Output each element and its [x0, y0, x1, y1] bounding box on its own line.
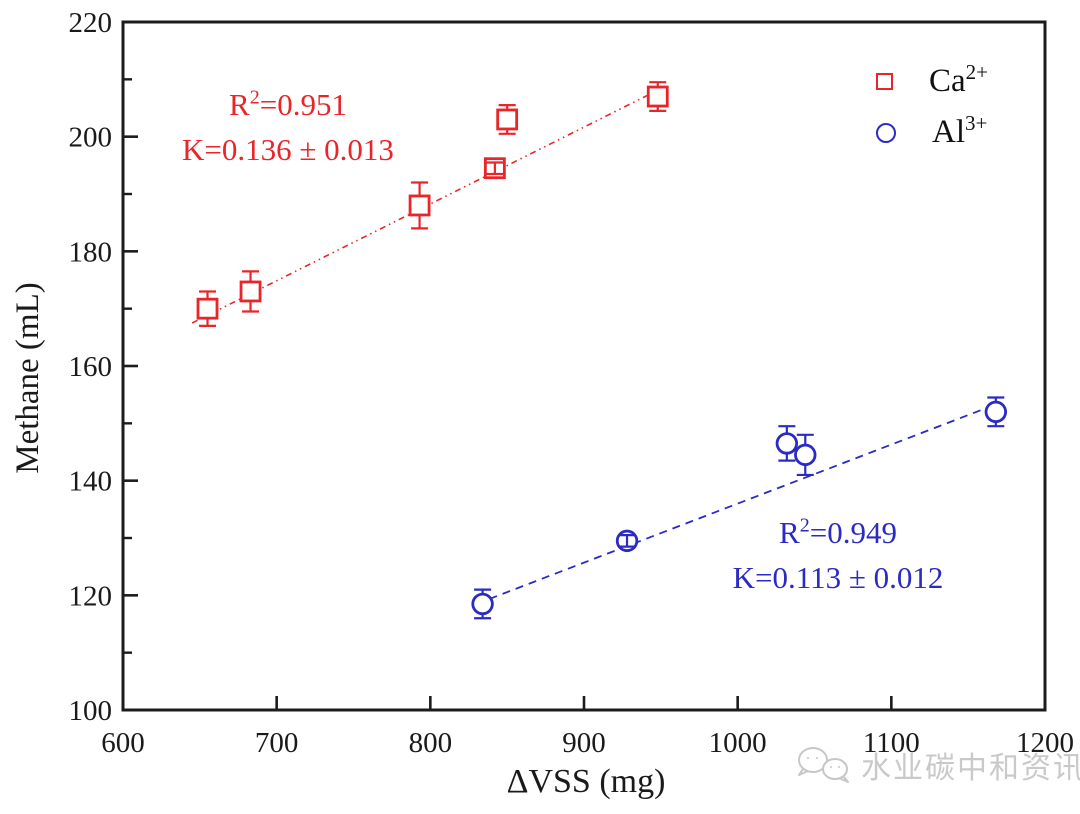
y-tick-label: 220 [69, 7, 113, 39]
x-tick-label: 1000 [709, 727, 767, 759]
annotation-al-r2: R2=0.949 [779, 514, 897, 550]
y-tick-label: 140 [69, 466, 113, 498]
watermark-text: 水业碳中和资讯 [861, 752, 1080, 785]
x-tick-label: 1100 [863, 727, 920, 759]
data-point-circle [775, 432, 799, 455]
wechat-logo-icon [798, 747, 849, 783]
y-tick-label: 100 [69, 695, 113, 727]
x-tick-label: 800 [409, 727, 453, 759]
annotation-al-k: K=0.113 ± 0.012 [732, 560, 944, 595]
fit-line-al3+ [476, 402, 1000, 605]
data-point-circle [794, 443, 817, 467]
data-point-square [239, 280, 262, 303]
data-point-square [408, 194, 431, 217]
x-axis-title: ΔVSS (mg) [506, 763, 666, 800]
annotation-ca-fit: R2=0.951 K=0.136 ± 0.013 [120, 82, 456, 172]
x-tick-label: 700 [255, 727, 299, 759]
legend-item-ca: Ca2+ [868, 58, 988, 105]
x-tick-label: 900 [562, 727, 606, 759]
x-tick-label: 600 [101, 727, 145, 759]
x-tick-label: 1200 [1016, 727, 1074, 759]
data-point-square [196, 297, 219, 320]
y-axis-title: Methane (mL) [10, 282, 46, 474]
y-tick-label: 200 [69, 122, 113, 154]
annotation-ca-r2: R2=0.951 [229, 86, 347, 122]
annotation-ca-k: K=0.136 ± 0.013 [182, 132, 394, 167]
y-tick-label: 120 [69, 580, 113, 612]
legend-label-ca: Ca2+ [929, 60, 989, 100]
data-point-square [496, 108, 519, 131]
circle-icon [876, 122, 896, 143]
watermark: 水业碳中和资讯 [793, 742, 1080, 788]
legend-item-al: Al3+ [868, 109, 988, 156]
y-tick-label: 180 [69, 236, 113, 268]
data-point-circle [471, 592, 494, 616]
legend-label-al: Al3+ [932, 111, 988, 151]
annotation-al-fit: R2=0.949 K=0.113 ± 0.012 [672, 510, 1004, 600]
legend: Ca2+ Al3+ [868, 58, 988, 156]
y-tick-label: 160 [69, 351, 113, 383]
data-point-square [646, 85, 669, 108]
square-icon [876, 73, 893, 90]
data-point-circle [984, 400, 1008, 424]
